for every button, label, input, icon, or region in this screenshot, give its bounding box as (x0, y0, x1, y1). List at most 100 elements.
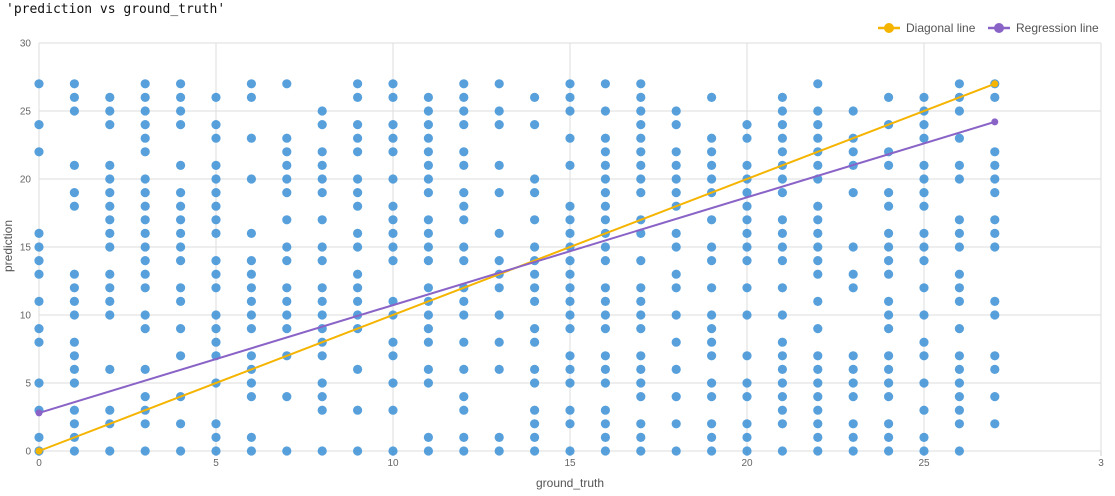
scatter-point (636, 188, 646, 198)
y-tick-label: 20 (20, 175, 32, 186)
legend-item[interactable]: Diagonal line (878, 21, 976, 35)
scatter-point (211, 228, 221, 238)
scatter-point (282, 296, 292, 306)
scatter-point (494, 432, 504, 442)
scatter-point (530, 419, 540, 429)
scatter-point (211, 269, 221, 279)
scatter-point (530, 364, 540, 374)
scatter-point (990, 351, 1000, 361)
scatter-point (919, 133, 929, 143)
scatter-point (565, 378, 575, 388)
scatter-point (459, 188, 469, 198)
scatter-point (990, 296, 1000, 306)
scatter-point (459, 337, 469, 347)
scatter-point (565, 256, 575, 266)
scatter-point (282, 174, 292, 184)
scatter-point (530, 296, 540, 306)
scatter-point (919, 337, 929, 347)
scatter-point (919, 174, 929, 184)
scatter-point (707, 446, 717, 456)
scatter-point (140, 269, 150, 279)
scatter-point (317, 174, 327, 184)
scatter-point (707, 310, 717, 320)
scatter-point (423, 133, 433, 143)
scatter-point (282, 215, 292, 225)
scatter-point (140, 188, 150, 198)
scatter-point (176, 242, 186, 252)
scatter-point (459, 446, 469, 456)
legend-item[interactable]: Regression line (988, 21, 1099, 35)
scatter-point (954, 351, 965, 361)
scatter-point (282, 242, 292, 252)
scatter-point (919, 92, 929, 102)
x-tick-label: 3 (1098, 458, 1104, 469)
scatter-point (636, 432, 646, 442)
scatter-point (565, 92, 575, 102)
y-tick-label: 5 (25, 379, 31, 390)
scatter-point (742, 188, 752, 198)
scatter-point (707, 324, 717, 334)
scatter-point (423, 174, 433, 184)
scatter-point (246, 283, 256, 293)
scatter-point (671, 120, 681, 130)
scatter-point (246, 432, 256, 442)
scatter-point (282, 79, 292, 89)
scatter-point (919, 201, 929, 211)
scatter-point (671, 174, 681, 184)
scatter-point (565, 79, 575, 89)
scatter-point (34, 296, 44, 306)
scatter-point (176, 160, 186, 170)
series-endpoint (35, 409, 43, 417)
x-tick-label: 20 (741, 458, 753, 469)
scatter-point (919, 188, 929, 198)
scatter-point (954, 160, 965, 170)
scatter-point (246, 324, 256, 334)
scatter-point (600, 419, 611, 429)
scatter-point (884, 160, 894, 170)
scatter-point (742, 446, 752, 456)
scatter-point (671, 269, 681, 279)
scatter-point (317, 120, 327, 130)
scatter-point (990, 310, 1000, 320)
legend[interactable]: Diagonal line Regression line (878, 21, 1099, 35)
x-tick-label: 5 (213, 458, 219, 469)
scatter-point (423, 378, 433, 388)
scatter-point (423, 228, 433, 238)
scatter-point (105, 446, 115, 456)
scatter-point (742, 419, 752, 429)
scatter-point (105, 242, 115, 252)
scatter-point (777, 392, 788, 402)
scatter-point (353, 188, 363, 198)
scatter-point (317, 392, 327, 402)
scatter-point (707, 351, 717, 361)
scatter-point (636, 147, 646, 157)
scatter-point (317, 310, 327, 320)
scatter-point (176, 256, 186, 266)
x-tick-label: 0 (36, 458, 42, 469)
legend-swatch-dot (884, 23, 894, 33)
scatter-point (459, 92, 469, 102)
scatter-point (742, 120, 752, 130)
scatter-point (848, 392, 858, 402)
scatter-point (671, 242, 681, 252)
scatter-point (884, 446, 894, 456)
scatter-point (636, 120, 646, 130)
scatter-point (848, 419, 858, 429)
y-tick-label: 30 (20, 39, 32, 50)
scatter-point (565, 215, 575, 225)
scatter-point (246, 310, 256, 320)
scatter-point (140, 256, 150, 266)
scatter-point (954, 133, 965, 143)
scatter-point (636, 351, 646, 361)
scatter-point (813, 446, 823, 456)
scatter-point (777, 283, 788, 293)
scatter-point (636, 364, 646, 374)
scatter-point (671, 310, 681, 320)
scatter-point (246, 446, 256, 456)
series-line (38, 120, 996, 414)
scatter-point (777, 378, 788, 388)
scatter-point (919, 378, 929, 388)
scatter-point (848, 106, 858, 116)
scatter-point (742, 392, 752, 402)
